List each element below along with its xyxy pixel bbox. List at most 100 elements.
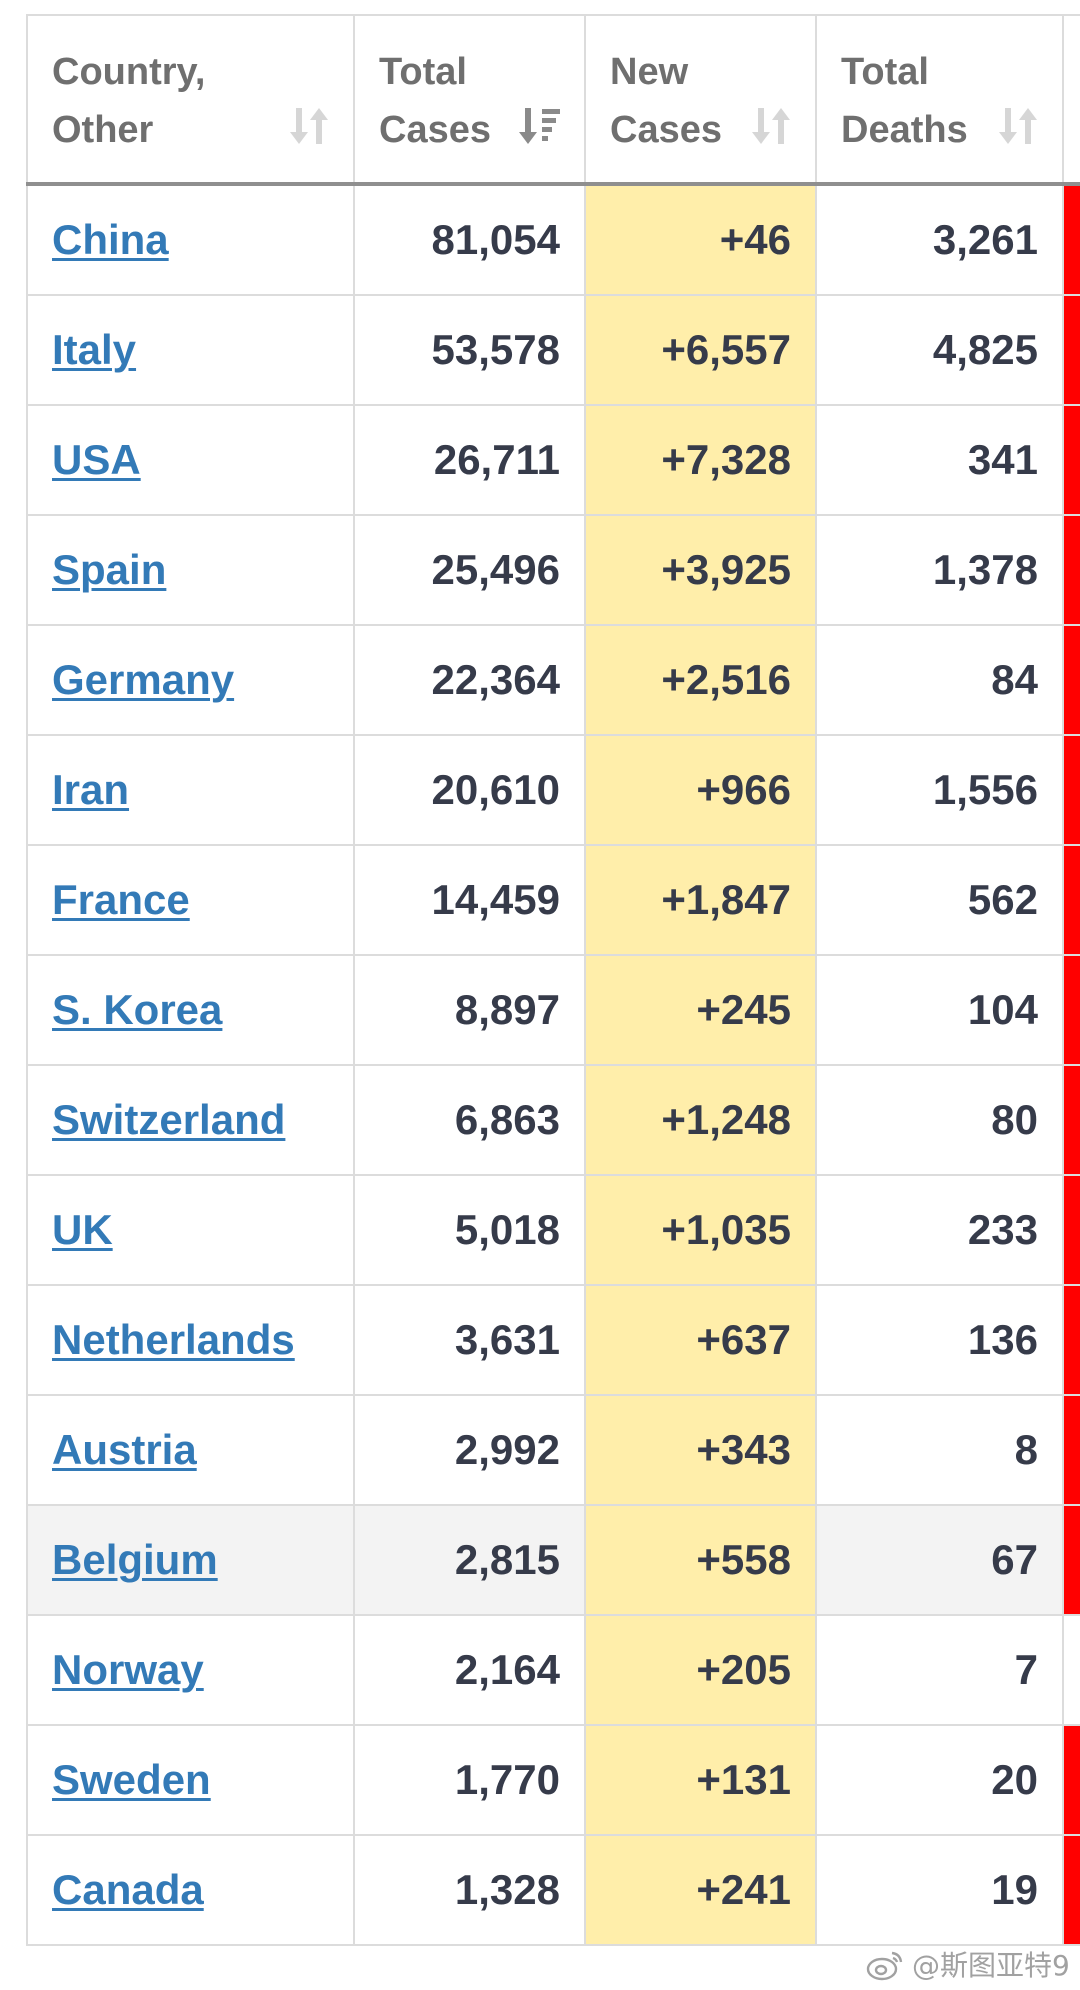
red-indicator xyxy=(1064,516,1080,624)
red-indicator xyxy=(1064,296,1080,404)
country-cell: Norway xyxy=(26,1614,355,1726)
total-deaths-cell: 1,378 xyxy=(815,514,1064,626)
total-deaths-cell: 562 xyxy=(815,844,1064,956)
table-row: Germany 22,364 +2,516 84 xyxy=(26,624,1080,736)
new-cases-cell: +7,328 xyxy=(584,404,817,516)
next-column-cell xyxy=(1062,1504,1080,1616)
country-link[interactable]: Switzerland xyxy=(52,1096,286,1143)
country-link[interactable]: Canada xyxy=(52,1866,204,1913)
country-cell: Canada xyxy=(26,1834,355,1946)
table-row: Canada 1,328 +241 19 xyxy=(26,1834,1080,1946)
red-indicator xyxy=(1064,736,1080,844)
country-link[interactable]: USA xyxy=(52,436,141,483)
red-indicator xyxy=(1064,1836,1080,1944)
red-indicator xyxy=(1064,1066,1080,1174)
total-deaths-cell: 1,556 xyxy=(815,734,1064,846)
country-link[interactable]: Belgium xyxy=(52,1536,218,1583)
country-cell: S. Korea xyxy=(26,954,355,1066)
country-link[interactable]: UK xyxy=(52,1206,113,1253)
total-cases-cell: 14,459 xyxy=(353,844,586,956)
country-link[interactable]: S. Korea xyxy=(52,986,223,1033)
next-column-cell xyxy=(1062,514,1080,626)
red-indicator xyxy=(1064,1506,1080,1614)
next-column-cell xyxy=(1062,1614,1080,1726)
total-deaths-cell: 19 xyxy=(815,1834,1064,1946)
column-header-label: Total Cases xyxy=(379,51,491,151)
country-link[interactable]: China xyxy=(52,216,169,263)
sort-both-icon[interactable] xyxy=(996,104,1040,148)
red-indicator xyxy=(1064,846,1080,954)
new-cases-cell: +245 xyxy=(584,954,817,1066)
column-header-label: Country, Other xyxy=(52,51,206,151)
total-cases-cell: 2,992 xyxy=(353,1394,586,1506)
table-row: Norway 2,164 +205 7 xyxy=(26,1614,1080,1726)
new-cases-cell: +2,516 xyxy=(584,624,817,736)
next-column-cell xyxy=(1062,1724,1080,1836)
country-cell: UK xyxy=(26,1174,355,1286)
total-deaths-cell: 84 xyxy=(815,624,1064,736)
red-indicator xyxy=(1064,186,1080,294)
total-deaths-cell: 8 xyxy=(815,1394,1064,1506)
country-link[interactable]: Austria xyxy=(52,1426,197,1473)
country-cell: Belgium xyxy=(26,1504,355,1616)
new-cases-cell: +966 xyxy=(584,734,817,846)
total-deaths-cell: 136 xyxy=(815,1284,1064,1396)
watermark: @斯图亚特9 xyxy=(866,1944,1070,1984)
country-link[interactable]: Iran xyxy=(52,766,130,813)
table-row: France 14,459 +1,847 562 xyxy=(26,844,1080,956)
table-row: Iran 20,610 +966 1,556 xyxy=(26,734,1080,846)
total-deaths-cell: 7 xyxy=(815,1614,1064,1726)
country-cell: Netherlands xyxy=(26,1284,355,1396)
total-deaths-cell: 80 xyxy=(815,1064,1064,1176)
table-row: Belgium 2,815 +558 67 xyxy=(26,1504,1080,1616)
red-indicator xyxy=(1064,956,1080,1064)
total-cases-cell: 26,711 xyxy=(353,404,586,516)
table-row: Spain 25,496 +3,925 1,378 xyxy=(26,514,1080,626)
country-link[interactable]: France xyxy=(52,876,190,923)
total-cases-cell: 25,496 xyxy=(353,514,586,626)
new-cases-cell: +343 xyxy=(584,1394,817,1506)
sort-both-icon[interactable] xyxy=(749,104,793,148)
column-header-label: Total Deaths xyxy=(841,51,968,151)
new-cases-cell: +241 xyxy=(584,1834,817,1946)
total-cases-cell: 22,364 xyxy=(353,624,586,736)
new-cases-cell: +1,035 xyxy=(584,1174,817,1286)
red-indicator xyxy=(1064,1726,1080,1834)
table-row: Italy 53,578 +6,557 4,825 xyxy=(26,294,1080,406)
sort-both-icon[interactable] xyxy=(287,104,331,148)
country-cell: USA xyxy=(26,404,355,516)
next-column-cell xyxy=(1062,183,1080,296)
next-column-cell xyxy=(1062,1394,1080,1506)
column-header-country[interactable]: Country, Other xyxy=(26,14,355,186)
sort-descending-icon[interactable] xyxy=(518,104,562,148)
red-indicator xyxy=(1064,1176,1080,1284)
header-row: Country, Other Total Cases xyxy=(26,14,1080,186)
country-link[interactable]: Sweden xyxy=(52,1756,211,1803)
total-deaths-cell: 67 xyxy=(815,1504,1064,1616)
total-deaths-cell: 104 xyxy=(815,954,1064,1066)
new-cases-cell: +46 xyxy=(584,183,817,296)
table-row: Sweden 1,770 +131 20 xyxy=(26,1724,1080,1836)
weibo-logo-icon xyxy=(866,1951,903,1981)
country-link[interactable]: Norway xyxy=(52,1646,204,1693)
total-cases-cell: 6,863 xyxy=(353,1064,586,1176)
total-cases-cell: 1,770 xyxy=(353,1724,586,1836)
total-deaths-cell: 233 xyxy=(815,1174,1064,1286)
next-column-cell xyxy=(1062,294,1080,406)
country-link[interactable]: Italy xyxy=(52,326,137,373)
total-cases-cell: 81,054 xyxy=(353,183,586,296)
total-deaths-cell: 20 xyxy=(815,1724,1064,1836)
country-link[interactable]: Germany xyxy=(52,656,235,703)
country-link[interactable]: Netherlands xyxy=(52,1316,295,1363)
column-header-total-cases[interactable]: Total Cases xyxy=(353,14,586,186)
country-cell: Switzerland xyxy=(26,1064,355,1176)
country-cell: France xyxy=(26,844,355,956)
next-column-cell xyxy=(1062,1284,1080,1396)
total-cases-cell: 2,164 xyxy=(353,1614,586,1726)
table-row: Switzerland 6,863 +1,248 80 xyxy=(26,1064,1080,1176)
new-cases-cell: +637 xyxy=(584,1284,817,1396)
column-header-new-cases[interactable]: New Cases xyxy=(584,14,817,186)
column-header-total-deaths[interactable]: Total Deaths xyxy=(815,14,1064,186)
country-link[interactable]: Spain xyxy=(52,546,167,593)
